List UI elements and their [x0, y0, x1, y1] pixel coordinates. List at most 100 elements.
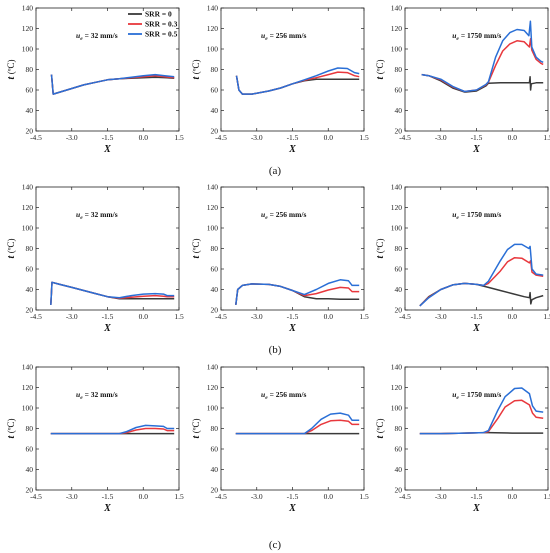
y-tick-label: 40: [26, 106, 34, 115]
speed-symbol: u: [261, 31, 265, 40]
x-tick-label: 0.0: [508, 312, 518, 321]
chart-panel-9: 20 40 60 80 100 120 140 -4.5 -3.0 -1.5 0.0 1.5 Xt (º…: [375, 363, 550, 514]
plot-frame: [404, 7, 549, 132]
series-line-1: [421, 73, 544, 93]
x-axis-label: X: [103, 144, 111, 155]
speed-annotation: ue = 1750 mm/s: [452, 390, 501, 401]
row-labels: (a) (b) (c): [269, 165, 282, 551]
speed-subscript: e: [456, 36, 459, 42]
x-tick-label: 0.0: [139, 312, 149, 321]
chart-panel-3: 20 40 60 80 100 120 140 -4.5 -3.0 -1.5 0.0 1.5 Xt (º…: [375, 4, 550, 155]
x-tick-label: -4.5: [399, 312, 411, 321]
x-tick-label: -4.5: [399, 133, 411, 142]
y-tick-label: 140: [391, 183, 403, 192]
speed-symbol: u: [452, 210, 456, 219]
legend-label-1: SRR = 0: [145, 10, 172, 19]
x-tick-label: -1.5: [287, 133, 299, 142]
x-tick-label: -1.5: [471, 492, 483, 501]
y-axis-unit: (ºC): [6, 59, 16, 74]
x-axis-label: X: [103, 323, 111, 334]
y-tick-label: 60: [26, 265, 34, 274]
y-tick-label: 120: [391, 383, 403, 392]
y-tick-label: 20: [211, 486, 219, 495]
y-tick-label: 100: [22, 404, 34, 413]
y-tick-label: 140: [22, 183, 34, 192]
y-axis-symbol: t: [6, 433, 17, 438]
y-tick-label: 100: [22, 45, 34, 54]
y-tick-label: 40: [395, 465, 403, 474]
y-tick-label: 20: [395, 306, 403, 315]
chart-panel-6: 20 40 60 80 100 120 140 -4.5 -3.0 -1.5 0.0 1.5 Xt (º…: [375, 183, 550, 334]
y-tick-label: 100: [22, 224, 34, 233]
y-tick-label: 120: [22, 24, 34, 33]
x-tick-label: 1.5: [359, 312, 369, 321]
x-tick-label: -3.0: [251, 133, 263, 142]
y-axis-unit: (ºC): [6, 418, 16, 433]
y-axis-symbol: t: [6, 74, 17, 79]
chart-panels: 20 40 60 80 100 120 140 -4.5 -3.0 -1.5 0.0 1.5 Xt (º…: [6, 4, 550, 514]
series-line-3: [50, 424, 175, 435]
chart-panel-8: 20 40 60 80 100 120 140 -4.5 -3.0 -1.5 0.0 1.5 Xt (º…: [191, 363, 369, 514]
series-line-3: [50, 73, 175, 95]
x-tick-label: -3.0: [435, 133, 447, 142]
y-tick-label: 60: [211, 445, 219, 454]
x-axis-label: X: [472, 144, 480, 155]
y-axis-label: t (ºC): [375, 238, 386, 258]
y-axis-symbol: t: [6, 253, 17, 258]
series-line-3: [235, 412, 360, 435]
y-tick-label: 100: [391, 404, 403, 413]
x-tick-label: 0.0: [508, 133, 518, 142]
y-tick-label: 20: [26, 127, 34, 136]
speed-subscript: e: [265, 395, 268, 401]
x-tick-label: -3.0: [66, 312, 78, 321]
y-tick-label: 140: [207, 183, 219, 192]
y-tick-label: 120: [207, 24, 219, 33]
y-axis-symbol: t: [375, 253, 386, 258]
x-tick-label: -1.5: [287, 312, 299, 321]
series-line-2: [235, 419, 360, 435]
y-axis-symbol: t: [191, 433, 202, 438]
speed-annotation: ue = 256 mm/s: [261, 390, 306, 401]
speed-symbol: u: [76, 31, 80, 40]
y-axis-unit: (ºC): [6, 238, 16, 253]
y-tick-label: 60: [26, 445, 34, 454]
x-tick-label: 1.5: [359, 133, 369, 142]
x-tick-label: 0.0: [324, 492, 334, 501]
row-label-c: (c): [269, 539, 282, 551]
speed-value: = 256 mm/s: [270, 210, 307, 219]
plot-frame: [220, 7, 365, 132]
chart-panel-2: 20 40 60 80 100 120 140 -4.5 -3.0 -1.5 0.0 1.5 Xt (º…: [191, 4, 369, 155]
y-axis-label-group: t (ºC): [6, 418, 17, 438]
speed-subscript: e: [456, 215, 459, 221]
speed-annotation: ue = 32 mm/s: [76, 210, 118, 221]
y-tick-label: 80: [26, 65, 34, 74]
y-tick-label: 60: [395, 265, 403, 274]
y-axis-label-group: t (ºC): [375, 418, 386, 438]
speed-symbol: u: [261, 210, 265, 219]
x-tick-label: 1.5: [174, 492, 184, 501]
y-axis-label-group: t (ºC): [191, 59, 202, 79]
series-line-3: [421, 20, 544, 93]
y-tick-label: 80: [26, 424, 34, 433]
y-axis-label: t (ºC): [375, 59, 386, 79]
y-tick-label: 40: [26, 465, 34, 474]
speed-symbol: u: [76, 390, 80, 399]
y-tick-label: 40: [395, 285, 403, 294]
y-tick-label: 140: [391, 363, 403, 372]
series-line-2: [50, 427, 175, 435]
series-line-2: [419, 256, 544, 307]
y-tick-label: 100: [391, 45, 403, 54]
y-axis-unit: (ºC): [375, 238, 385, 253]
speed-value: = 32 mm/s: [85, 210, 118, 219]
y-tick-label: 120: [207, 203, 219, 212]
x-tick-label: 0.0: [508, 492, 518, 501]
speed-annotation: ue = 32 mm/s: [76, 390, 118, 401]
y-tick-label: 60: [395, 445, 403, 454]
y-axis-label-group: t (ºC): [375, 238, 386, 258]
y-tick-label: 20: [211, 306, 219, 315]
y-tick-label: 80: [395, 424, 403, 433]
x-tick-label: -4.5: [399, 492, 411, 501]
speed-subscript: e: [265, 36, 268, 42]
speed-subscript: e: [80, 36, 83, 42]
